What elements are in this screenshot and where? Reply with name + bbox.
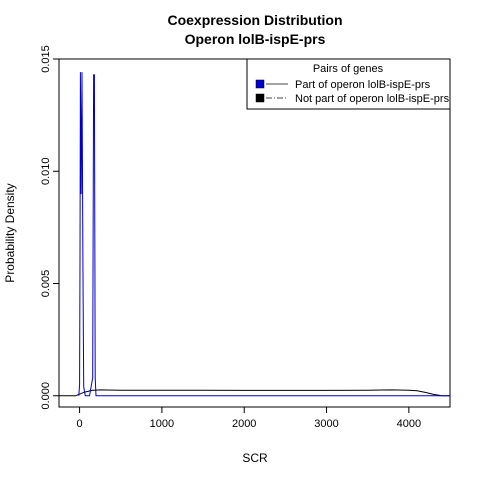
x-axis-label: SCR <box>242 451 268 465</box>
legend-swatch-notpart <box>255 93 265 103</box>
x-axis: 0 1000 2000 3000 4000 <box>77 407 421 430</box>
y-tick-label: 0.000 <box>40 382 52 410</box>
legend: Pairs of genes Part of operon lolB-ispE-… <box>246 58 451 110</box>
y-axis: 0.000 0.005 0.010 0.015 <box>40 45 59 410</box>
plot-frame <box>58 58 451 408</box>
y-tick-label: 0.010 <box>40 157 52 185</box>
chart-title: Coexpression Distribution <box>167 12 342 28</box>
chart-subtitle: Operon lolB-ispE-prs <box>185 31 326 47</box>
x-tick-label: 3000 <box>314 418 338 430</box>
legend-label-part: Part of operon lolB-ispE-prs <box>295 79 431 91</box>
y-tick-label: 0.005 <box>40 270 52 298</box>
y-tick-label: 0.015 <box>40 45 52 73</box>
legend-title: Pairs of genes <box>313 63 384 75</box>
x-tick-label: 4000 <box>397 418 421 430</box>
legend-label-notpart: Not part of operon lolB-ispE-prs <box>295 93 450 105</box>
y-axis-label: Probability Density <box>3 183 17 282</box>
x-tick-label: 2000 <box>232 418 256 430</box>
legend-swatch-part <box>255 79 265 89</box>
series-line-not-part-of-operon <box>59 389 450 397</box>
series-line-part-of-operon <box>78 72 450 397</box>
plot-area <box>59 72 450 397</box>
x-tick-label: 1000 <box>150 418 174 430</box>
x-tick-label: 0 <box>77 418 83 430</box>
